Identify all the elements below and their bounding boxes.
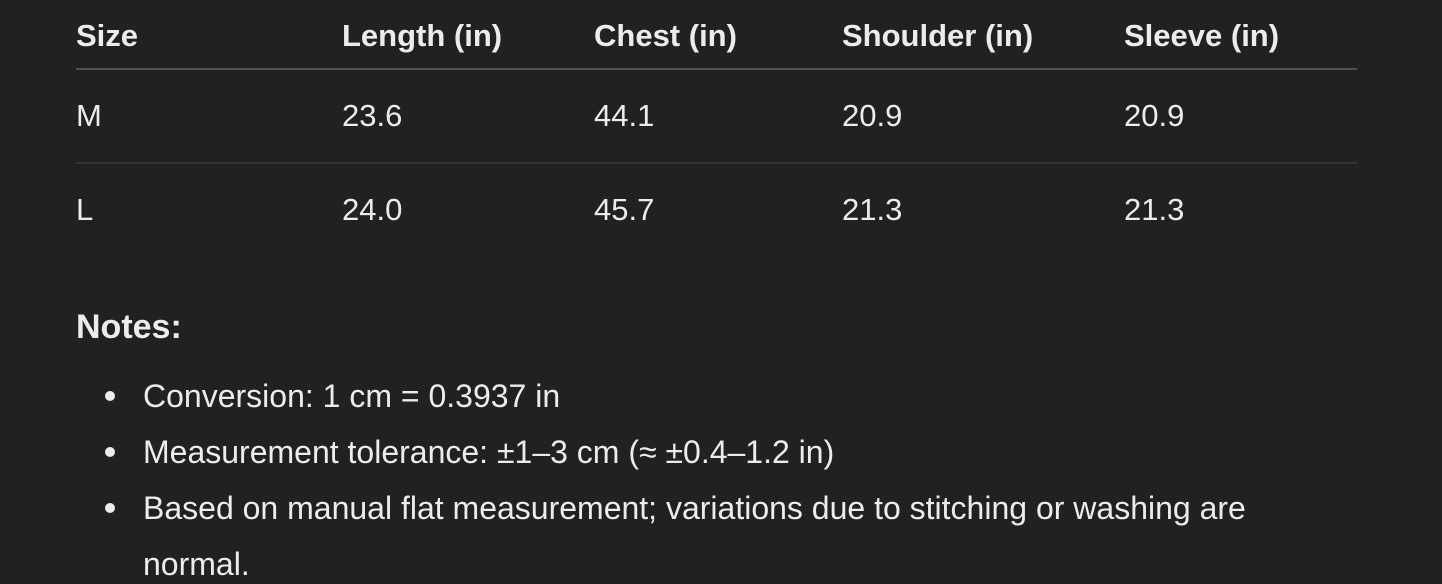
size-chart-table: Size Length (in) Chest (in) Shoulder (in…: [76, 0, 1357, 256]
cell-length-m: 23.6: [342, 69, 594, 164]
note-item-text: Based on manual flat measurement; variat…: [143, 490, 1246, 582]
bullet-icon: [105, 447, 115, 457]
table-row-size-l: L 24.0 45.7 21.3 21.3: [76, 163, 1357, 256]
table-header-row: Size Length (in) Chest (in) Shoulder (in…: [76, 0, 1357, 70]
column-header-sleeve: Sleeve (in): [1124, 0, 1357, 70]
column-header-length: Length (in): [342, 0, 594, 70]
bullet-icon: [105, 503, 115, 513]
notes-heading: Notes:: [76, 308, 182, 346]
column-header-shoulder: Shoulder (in): [842, 0, 1124, 70]
note-item-tolerance: Measurement tolerance: ±1–3 cm (≈ ±0.4–1…: [76, 424, 1323, 480]
column-header-size: Size: [76, 0, 342, 70]
cell-size-l: L: [76, 192, 94, 227]
cell-shoulder-l: 21.3: [842, 192, 903, 227]
note-item-text: Conversion: 1 cm = 0.3937 in: [143, 378, 561, 414]
bullet-icon: [105, 391, 115, 401]
cell-size-m: M: [76, 69, 342, 164]
column-header-chest: Chest (in): [594, 0, 842, 70]
cell-chest-l: 45.7: [594, 192, 655, 227]
cell-chest-m: 44.1: [594, 69, 842, 164]
cell-sleeve-l: 21.3: [1124, 192, 1185, 227]
table-row-size-m: M 23.6 44.1 20.9 20.9: [76, 69, 1357, 164]
note-item-measurement-method: Based on manual flat measurement; variat…: [76, 480, 1323, 584]
cell-sleeve-m: 20.9: [1124, 69, 1357, 164]
cell-length-l: 24.0: [342, 192, 403, 227]
notes-list: Conversion: 1 cm = 0.3937 in Measurement…: [76, 368, 1442, 584]
cell-shoulder-m: 20.9: [842, 69, 1124, 164]
note-item-text: Measurement tolerance: ±1–3 cm (≈ ±0.4–1…: [143, 434, 835, 470]
note-item-conversion: Conversion: 1 cm = 0.3937 in: [76, 368, 1323, 424]
